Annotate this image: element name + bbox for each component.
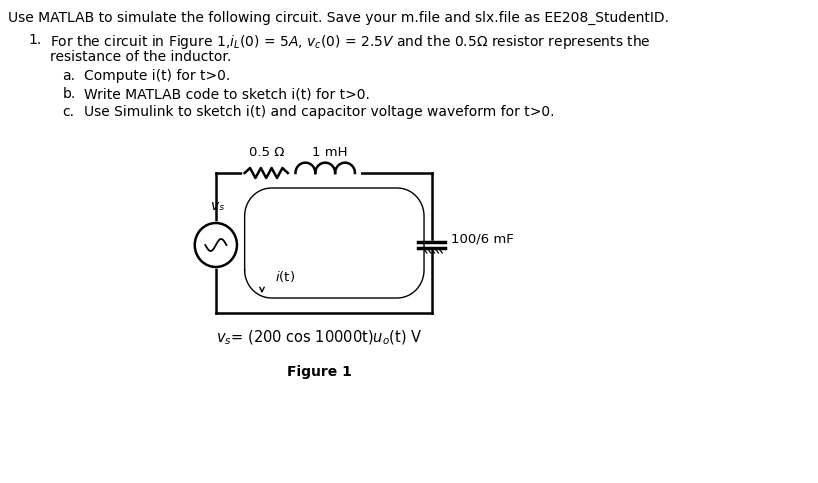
Text: vₛ: vₛ xyxy=(211,199,224,213)
Text: 1.: 1. xyxy=(29,33,42,47)
Text: Write MATLAB code to sketch i(t) for t>0.: Write MATLAB code to sketch i(t) for t>0… xyxy=(84,87,371,101)
Text: Figure 1: Figure 1 xyxy=(286,365,352,379)
Text: 1 mH: 1 mH xyxy=(312,146,348,159)
Text: c.: c. xyxy=(62,105,74,119)
Text: $i$(t): $i$(t) xyxy=(276,269,295,284)
Text: a.: a. xyxy=(62,69,75,83)
Text: Use MATLAB to simulate the following circuit. Save your m.file and slx.file as E: Use MATLAB to simulate the following cir… xyxy=(7,11,668,25)
Text: 0.5 Ω: 0.5 Ω xyxy=(249,146,284,159)
Text: For the circuit in Figure 1,$i_L$(0) = 5$A$, $v_c$(0) = 2.5$V$ and the 0.5$\Omeg: For the circuit in Figure 1,$i_L$(0) = 5… xyxy=(50,33,650,51)
Text: b.: b. xyxy=(62,87,75,101)
Text: 100/6 mF: 100/6 mF xyxy=(451,232,514,245)
Text: $v_s$= (200 cos 10000t)$u_o$(t) V: $v_s$= (200 cos 10000t)$u_o$(t) V xyxy=(216,329,422,347)
Text: Compute i(t) for t>0.: Compute i(t) for t>0. xyxy=(84,69,231,83)
Text: resistance of the inductor.: resistance of the inductor. xyxy=(50,50,231,64)
Text: Use Simulink to sketch i(t) and capacitor voltage waveform for t>0.: Use Simulink to sketch i(t) and capacito… xyxy=(84,105,555,119)
Circle shape xyxy=(194,222,238,268)
